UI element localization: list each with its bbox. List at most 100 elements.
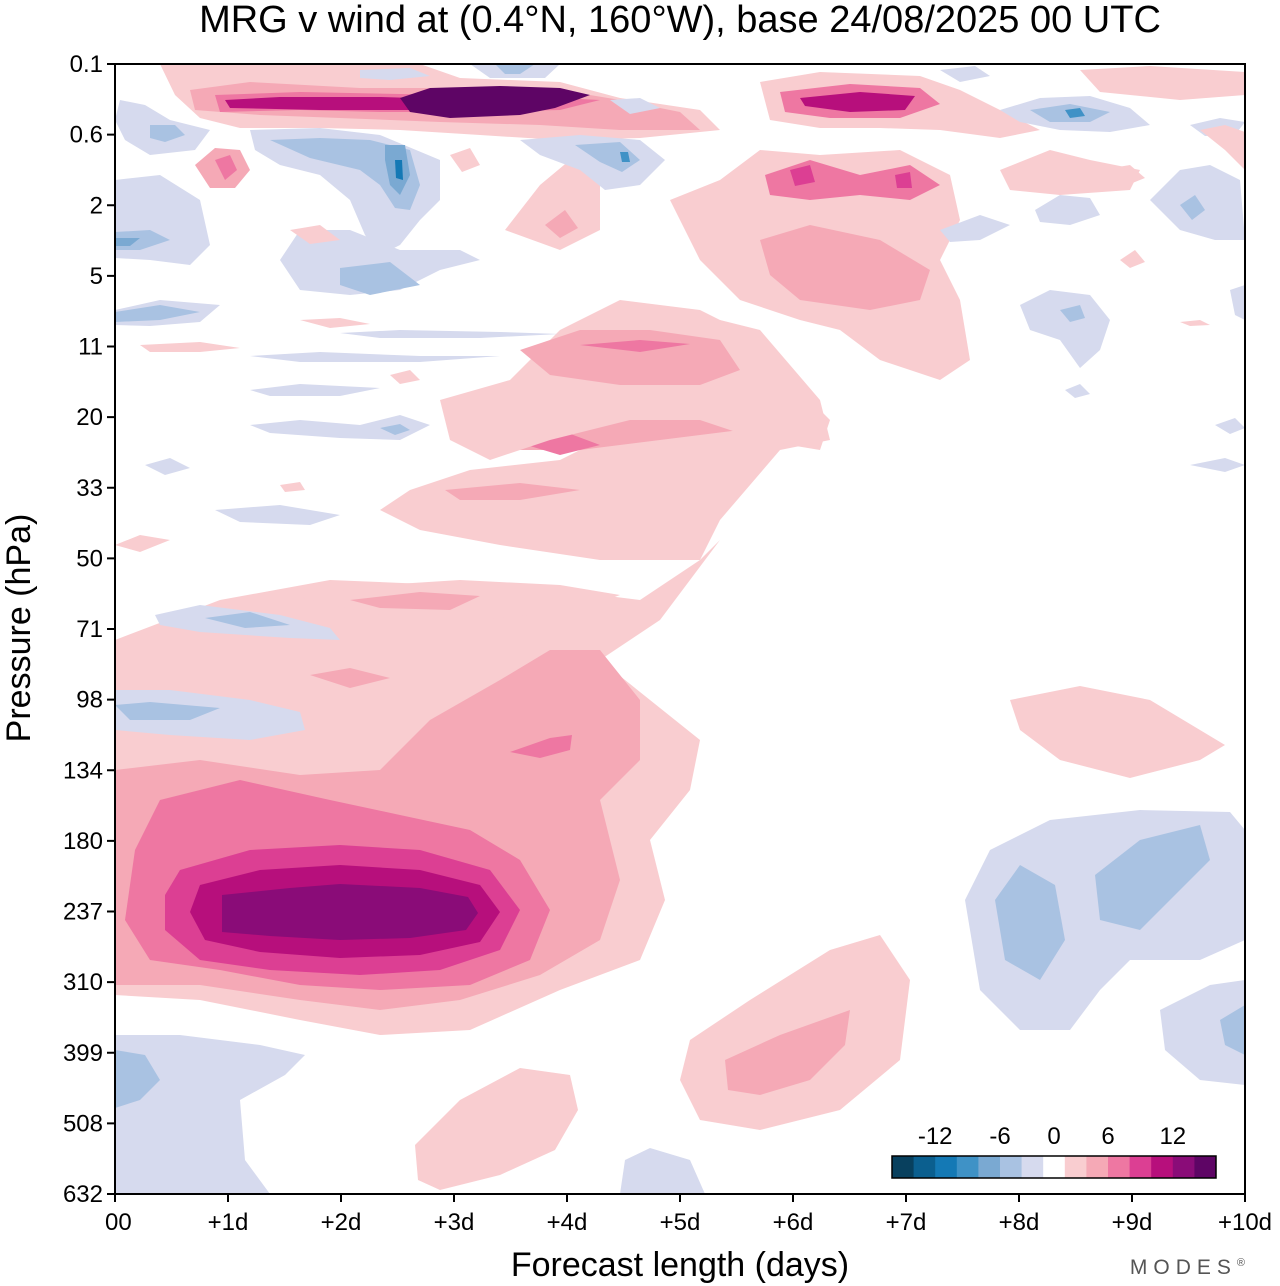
contour-neg-98 [115, 690, 305, 740]
contour-neg-15 [250, 384, 380, 396]
contour-neg-top-right-6 [1065, 108, 1085, 118]
colorbar-swatch [1000, 1156, 1023, 1178]
y-tick-label: 508 [63, 1110, 103, 1137]
contour-pos-98 [310, 668, 390, 688]
contour-pos-upper-right-8 [790, 165, 912, 188]
contour-pos-small-6 [1180, 320, 1210, 326]
y-tick-label: 134 [63, 757, 103, 784]
contour-neg-bottom-right-4 [1220, 1005, 1245, 1055]
contour-neg-top-right-2 [940, 66, 990, 82]
contour-pos-120 [510, 735, 572, 758]
contour-neg-25 [145, 458, 190, 475]
contour-pos-small-8 [450, 148, 480, 172]
contour-neg-top-b [360, 68, 430, 80]
y-tick-label: 5 [90, 263, 103, 290]
contour-neg-20b [380, 424, 410, 435]
contour-neg-upper-left-6 [115, 238, 140, 246]
contour-pos-small-5 [1120, 250, 1145, 268]
y-tick-label: 11 [78, 334, 103, 361]
colorbar: -12 -6 0 6 12 [891, 1123, 1217, 1179]
colorbar-label: -6 [989, 1123, 1010, 1150]
colorbar-swatch [1194, 1156, 1217, 1178]
contour-pos-upper-mid2 [545, 210, 578, 238]
contour-neg-lower-right-4 [995, 865, 1065, 980]
x-tick-label: +3d [434, 1209, 475, 1236]
contour-pos-14 [222, 884, 478, 940]
colorbar-label: 6 [1101, 1123, 1114, 1150]
contour-pos-small-7 [1100, 165, 1145, 188]
x-tick-label: +4d [547, 1209, 588, 1236]
x-tick-label: +9d [1112, 1209, 1153, 1236]
contour-pos-upper-right-4 [760, 225, 930, 310]
colorbar-swatch [1043, 1156, 1066, 1178]
colorbar-swatch [1064, 1156, 1087, 1178]
colorbar-swatch [1021, 1156, 1044, 1178]
y-tick-label: 399 [63, 1040, 103, 1067]
contour-field [115, 64, 1245, 1194]
x-tick-label: +5d [660, 1209, 701, 1236]
colorbar-label: 0 [1047, 1123, 1060, 1150]
contour-pos-small-9 [280, 482, 305, 492]
y-tick-label: 310 [63, 969, 103, 996]
y-tick-label: 237 [63, 899, 103, 926]
colorbar-swatch [1129, 1156, 1152, 1178]
x-tick-label: +8d [999, 1209, 1040, 1236]
x-tick-label: 00 [105, 1209, 132, 1236]
contour-neg-71-4 [205, 612, 290, 628]
contour-neg-upper-4d-6 [620, 152, 630, 162]
contour-pos-small-1 [115, 535, 170, 552]
contour-neg-upper-3b [150, 125, 185, 142]
y-tick-label: 2 [90, 192, 103, 219]
y-tick-label: 71 [76, 616, 103, 643]
contour-neg-upper-5b [340, 262, 420, 295]
contour-pos-33 [445, 483, 580, 500]
contour-neg-upper-4d-4 [575, 142, 640, 172]
contour-pos-top-right-10 [800, 92, 915, 112]
y-axis: 0.1 0.6 2 5 11 20 33 50 71 98 134 180 237 310 399 508 63… [63, 51, 115, 1208]
colorbar-swatch [1172, 1156, 1195, 1178]
contour-pos-small-10 [300, 318, 370, 328]
contour-neg-8-4 [115, 305, 200, 322]
contour-neg-bottom-left [115, 1035, 305, 1194]
x-tick-label: +7d [886, 1209, 927, 1236]
contour-neg-20 [250, 415, 430, 440]
contour-neg-upper-2d-4 [270, 138, 420, 210]
contour-pos-small-3 [140, 342, 240, 352]
contour-pos-11c [580, 340, 690, 352]
colorbar-frame [891, 1155, 1217, 1179]
y-tick-label: 98 [76, 687, 103, 714]
colorbar-swatch [1086, 1156, 1109, 1178]
contour-neg-right-18 [1065, 384, 1090, 398]
contour-neg-bottom-right [1160, 980, 1245, 1085]
contour-pos-small-4 [390, 370, 420, 384]
brand-logo: MODES® [1130, 1256, 1245, 1279]
brand-mark: ® [1237, 1257, 1245, 1269]
colorbar-swatch [1151, 1156, 1174, 1178]
colorbar-swatch [913, 1156, 936, 1178]
contour-neg-11 [340, 330, 560, 338]
colorbar-swatch [935, 1156, 958, 1178]
colorbar-swatch [956, 1156, 979, 1178]
contour-neg-right-11 [1230, 285, 1245, 320]
colorbar-swatch [978, 1156, 1001, 1178]
contour-pos-day1-core [215, 155, 237, 180]
contour-neg-right-3 [1035, 195, 1100, 225]
colorbar-swatch [1108, 1156, 1131, 1178]
x-tick-label: +1d [208, 1209, 249, 1236]
contour-pos-lower-3d [415, 1068, 578, 1190]
y-axis-label: Pressure (hPa) [0, 514, 38, 743]
contour-neg-98-4 [115, 702, 220, 720]
contour-neg-bottom-mid [620, 1148, 705, 1194]
colorbar-label: -12 [918, 1123, 953, 1150]
contour-pos-71b [350, 592, 480, 610]
y-tick-label: 0.6 [70, 122, 103, 149]
colorbar-label: 12 [1159, 1123, 1186, 1150]
y-tick-label: 50 [76, 545, 103, 572]
colorbar-swatch [892, 1156, 915, 1178]
contour-neg-right-33 [1190, 458, 1245, 472]
brand-text: MODES [1130, 1256, 1237, 1279]
contour-neg-right-8 [1020, 290, 1110, 368]
y-tick-label: 0.1 [70, 51, 103, 78]
contour-neg-right-4 [940, 215, 1010, 242]
contour-neg-right-25 [1215, 418, 1245, 434]
